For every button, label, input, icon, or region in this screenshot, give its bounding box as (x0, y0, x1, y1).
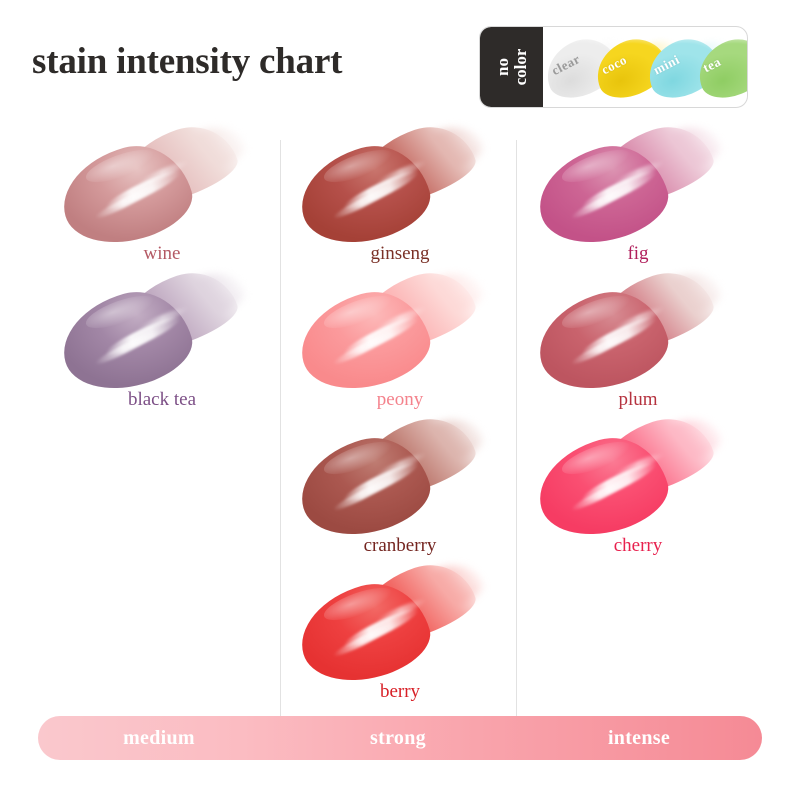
shade-label: cranberry (363, 535, 437, 556)
column-divider (280, 140, 281, 718)
legend-swatch[interactable]: tea (689, 29, 747, 107)
shade-label: berry (379, 681, 421, 702)
shade-label: wine (143, 243, 181, 264)
shade-swatch (51, 114, 250, 257)
shade-cell[interactable]: cherry (520, 406, 756, 573)
shade-swatch (527, 114, 726, 257)
intensity-segment-intense: intense (516, 716, 762, 760)
legend-nocolor-block: no color (480, 27, 543, 107)
shade-label: plum (618, 389, 658, 410)
shade-cell[interactable]: plum (520, 260, 756, 427)
shade-label: ginseng (370, 243, 430, 264)
intensity-segment-strong: strong (280, 716, 516, 760)
column-strong: ginseng peony cranberry berry (282, 114, 518, 719)
legend-swatch-list: clear coco mini tea (537, 27, 747, 107)
shade-swatch (289, 406, 488, 549)
swatch-columns: wine black tea ginseng peony cranberry berry… (0, 114, 800, 710)
legend-nocolor-line2: color (510, 48, 530, 86)
intensity-segment-medium: medium (38, 716, 280, 760)
shade-cell[interactable]: fig (520, 114, 756, 281)
shade-swatch (527, 260, 726, 403)
legend-panel: no color clear coco mini (479, 26, 748, 108)
intensity-label: medium (123, 726, 195, 749)
column-intense: fig plum cherry (520, 114, 756, 573)
shade-cell[interactable]: cranberry (282, 406, 518, 573)
intensity-label: strong (370, 726, 426, 749)
shade-cell[interactable]: berry (282, 552, 518, 719)
shade-swatch (527, 406, 726, 549)
header: stain intensity chart no color clear coc… (0, 0, 800, 128)
shade-swatch (51, 260, 250, 403)
column-divider (516, 140, 517, 718)
legend-nocolor-line1: no (492, 58, 512, 76)
intensity-label: intense (607, 726, 671, 749)
legend-nocolor-text: no color (492, 48, 530, 86)
shade-label: black tea (127, 389, 197, 410)
page-title: stain intensity chart (32, 41, 343, 82)
shade-swatch (289, 260, 488, 403)
shade-label: cherry (613, 535, 663, 556)
shade-cell[interactable]: black tea (44, 260, 280, 427)
shade-cell[interactable]: wine (44, 114, 280, 281)
shade-label: peony (376, 389, 424, 410)
shade-cell[interactable]: peony (282, 260, 518, 427)
shade-cell[interactable]: ginseng (282, 114, 518, 281)
shade-swatch (289, 552, 488, 695)
shade-swatch (289, 114, 488, 257)
shade-label: fig (627, 243, 649, 264)
column-medium: wine black tea (44, 114, 280, 427)
intensity-bar: medium strong intense (38, 716, 762, 760)
